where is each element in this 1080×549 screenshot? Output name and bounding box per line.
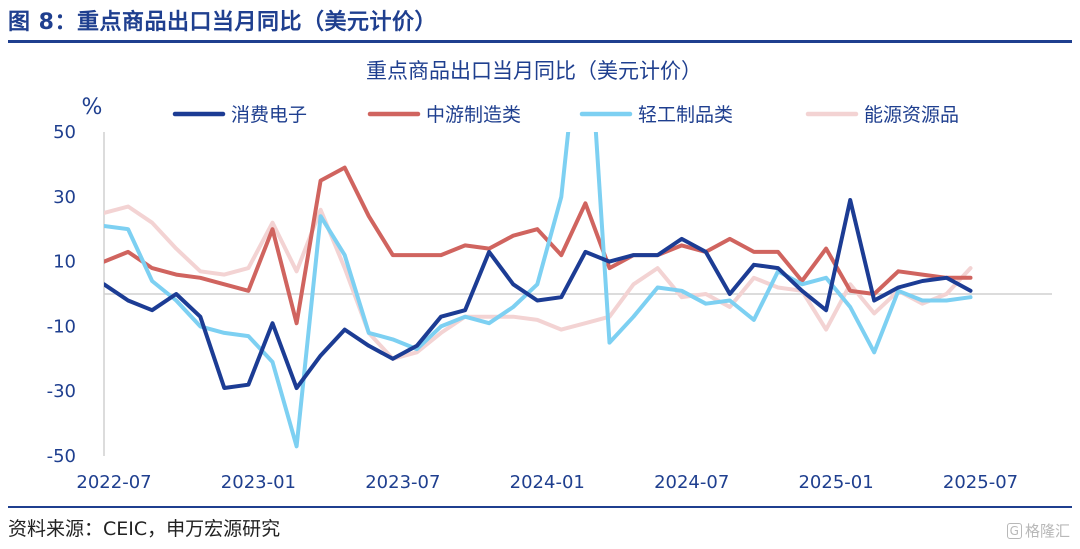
bottom-divider <box>8 506 1072 508</box>
series-line-2 <box>104 132 973 449</box>
series-line-1 <box>104 165 973 326</box>
figure-title: 图 8：重点商品出口当月同比（美元计价） <box>8 10 437 35</box>
x-tick-label: 2022-07 <box>76 472 151 493</box>
y-tick-label: -30 <box>47 381 76 402</box>
series-group <box>104 132 973 449</box>
line-chart: 重点商品出口当月同比（美元计价） % 消费电子 中游制造类 轻工制品类 能源资源品 -… <box>47 59 1052 493</box>
legend-label: 中游制造类 <box>426 104 521 126</box>
legend-label: 能源资源品 <box>864 104 959 126</box>
x-tick-label: 2024-07 <box>654 472 729 493</box>
y-axis-unit: % <box>82 95 103 120</box>
y-tick-label: -10 <box>47 316 76 337</box>
watermark-logo-icon: G <box>1006 523 1022 539</box>
legend: 消费电子 中游制造类 轻工制品类 能源资源品 <box>172 104 959 126</box>
x-tick-label: 2023-01 <box>221 472 296 493</box>
series-line-0 <box>104 198 973 390</box>
x-tick-label: 2025-07 <box>943 472 1018 493</box>
x-tick-label: 2023-07 <box>365 472 440 493</box>
y-tick-label: 10 <box>53 252 76 273</box>
legend-label: 消费电子 <box>231 104 307 126</box>
top-divider <box>8 40 1072 43</box>
y-tick-label: -50 <box>47 446 76 467</box>
y-tick-label: 50 <box>53 122 76 143</box>
watermark: G 格隆汇 <box>1006 520 1070 541</box>
watermark-text: 格隆汇 <box>1024 522 1070 540</box>
source-note: 资料来源：CEIC，申万宏源研究 <box>8 518 281 540</box>
x-tick-label: 2025-01 <box>798 472 873 493</box>
chart-title: 重点商品出口当月同比（美元计价） <box>366 59 702 83</box>
y-tick-label: 30 <box>53 187 76 208</box>
legend-label: 轻工制品类 <box>638 104 733 126</box>
x-tick-label: 2024-01 <box>510 472 585 493</box>
axes: -50 -30 -10 10 30 50 2022-07 2023-01 2023-07 2024… <box>47 122 1052 493</box>
series-line-3 <box>104 204 973 361</box>
